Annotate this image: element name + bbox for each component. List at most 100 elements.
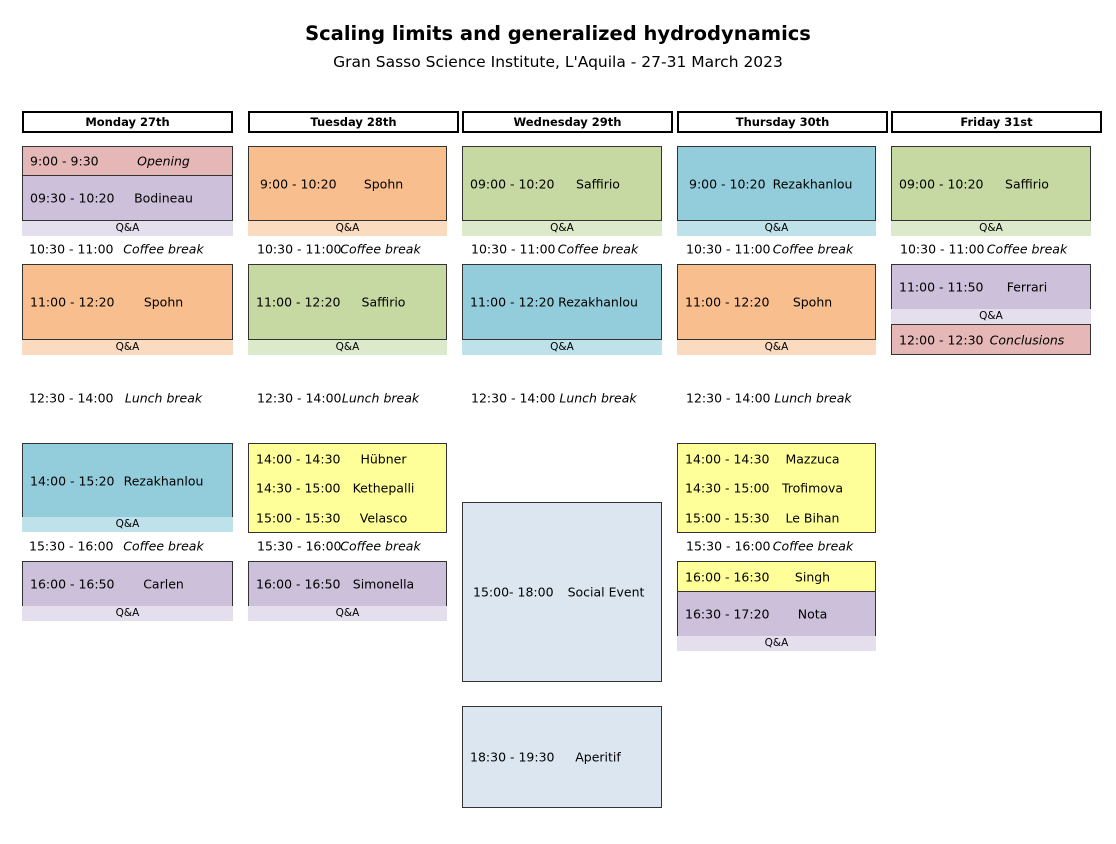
lunch-break: 12:30 - 14:00 Lunch break bbox=[677, 389, 888, 407]
day-column-monday: Monday 27th 9:00 - 9:30 Opening 09:30 - … bbox=[22, 0, 233, 844]
session-label: Opening bbox=[137, 153, 190, 169]
coffee-break: 10:30 - 11:00 Coffee break bbox=[462, 240, 673, 258]
session-time: 18:30 - 19:30 bbox=[470, 749, 555, 765]
talk-block: 16:30 - 17:20 Nota bbox=[677, 591, 876, 637]
speaker-name: Spohn bbox=[363, 176, 404, 191]
coffee-break: 10:30 - 11:00 Coffee break bbox=[22, 240, 233, 258]
break-time: 12:30 - 14:00 bbox=[686, 390, 771, 406]
session-time: 14:30 - 15:00 bbox=[256, 480, 341, 496]
speaker-name: Kethepalli bbox=[352, 480, 415, 496]
day-column-friday: Friday 31st 09:00 - 10:20 Saffirio Q&A 1… bbox=[891, 0, 1102, 844]
session-time: 11:00 - 12:20 bbox=[256, 294, 341, 310]
coffee-break: 10:30 - 11:00 Coffee break bbox=[677, 240, 888, 258]
session-label: Conclusions bbox=[989, 332, 1065, 347]
break-time: 10:30 - 11:00 bbox=[900, 241, 985, 257]
talk-block: 11:00 - 12:20 Rezakhanlou bbox=[462, 264, 662, 340]
session-time: 12:00 - 12:30 bbox=[899, 332, 984, 347]
talk-block: 09:00 - 10:20 Saffirio bbox=[462, 146, 662, 221]
break-time: 10:30 - 11:00 bbox=[471, 241, 556, 257]
speaker-name: Nota bbox=[797, 606, 828, 622]
speaker-name: Le Bihan bbox=[785, 510, 840, 526]
break-label: Coffee break bbox=[123, 241, 204, 257]
speaker-name: Spohn bbox=[143, 294, 184, 310]
session-time: 15:00 - 15:30 bbox=[256, 510, 341, 526]
session-opening: 9:00 - 9:30 Opening bbox=[22, 146, 233, 176]
talk-block: 11:00 - 11:50 Ferrari bbox=[891, 264, 1091, 310]
session-time: 16:00 - 16:50 bbox=[256, 576, 341, 592]
day-header-thursday: Thursday 30th bbox=[677, 111, 888, 133]
talk-block: 14:00 - 15:20 Rezakhanlou bbox=[22, 443, 233, 518]
short-talk: 14:30 - 15:00 Kethepalli bbox=[249, 473, 446, 503]
speaker-name: Spohn bbox=[792, 294, 833, 310]
break-label: Lunch break bbox=[559, 390, 637, 406]
speaker-name: Ferrari bbox=[1006, 279, 1048, 295]
speaker-name: Rezakhanlou bbox=[123, 473, 204, 488]
session-time: 11:00 - 12:20 bbox=[470, 294, 555, 310]
break-time: 12:30 - 14:00 bbox=[471, 390, 556, 406]
qa-label: Q&A bbox=[891, 309, 1091, 324]
lunch-break: 12:30 - 14:00 Lunch break bbox=[462, 389, 673, 407]
talk-block: 11:00 - 12:20 Spohn bbox=[677, 264, 876, 340]
speaker-name: Hübner bbox=[360, 451, 407, 467]
event-label: Social Event bbox=[567, 584, 645, 600]
talk-block: 16:00 - 16:50 Carlen bbox=[22, 561, 233, 607]
short-talk: 15:00 - 15:30 Velasco bbox=[249, 503, 446, 533]
speaker-name: Rezakhanlou bbox=[558, 294, 638, 310]
day-header-tuesday: Tuesday 28th bbox=[248, 111, 459, 133]
session-time: 16:30 - 17:20 bbox=[685, 606, 770, 622]
break-time: 10:30 - 11:00 bbox=[29, 241, 114, 257]
qa-label: Q&A bbox=[677, 221, 876, 236]
speaker-name: Saffirio bbox=[576, 176, 620, 191]
speaker-name: Rezakhanlou bbox=[772, 176, 853, 191]
session-time: 11:00 - 11:50 bbox=[899, 279, 984, 295]
break-time: 15:30 - 16:00 bbox=[257, 538, 342, 554]
day-header-wednesday: Wednesday 29th bbox=[462, 111, 673, 133]
talk-block: 11:00 - 12:20 Saffirio bbox=[248, 264, 447, 340]
talk-block: 16:00 - 16:50 Simonella bbox=[248, 561, 447, 607]
session-time: 14:00 - 14:30 bbox=[685, 451, 770, 467]
session-time: 9:00 - 9:30 bbox=[30, 153, 99, 169]
session-time: 14:00 - 15:20 bbox=[30, 473, 115, 488]
speaker-name: Simonella bbox=[352, 576, 415, 592]
break-time: 15:30 - 16:00 bbox=[29, 538, 114, 554]
short-talks-block: 14:00 - 14:30 Hübner 14:30 - 15:00 Kethe… bbox=[248, 443, 447, 533]
break-time: 10:30 - 11:00 bbox=[686, 241, 771, 257]
coffee-break: 10:30 - 11:00 Coffee break bbox=[891, 240, 1102, 258]
break-label: Coffee break bbox=[340, 241, 421, 257]
qa-label: Q&A bbox=[22, 221, 233, 236]
coffee-break: 10:30 - 11:00 Coffee break bbox=[248, 240, 459, 258]
short-talks-block: 14:00 - 14:30 Mazzuca 14:30 - 15:00 Trof… bbox=[677, 443, 876, 533]
session-time: 09:00 - 10:20 bbox=[470, 176, 555, 191]
qa-label: Q&A bbox=[22, 517, 233, 532]
session-time: 14:30 - 15:00 bbox=[685, 480, 770, 496]
qa-label: Q&A bbox=[248, 606, 447, 621]
qa-label: Q&A bbox=[22, 340, 233, 355]
session-time: 16:00 - 16:30 bbox=[685, 569, 770, 584]
short-talk: 14:00 - 14:30 Hübner bbox=[249, 444, 446, 474]
break-label: Coffee break bbox=[123, 538, 204, 554]
session-time: 16:00 - 16:50 bbox=[30, 576, 115, 592]
speaker-name: Carlen bbox=[143, 576, 184, 592]
session-time: 15:00 - 15:30 bbox=[685, 510, 770, 526]
lunch-break: 12:30 - 14:00 Lunch break bbox=[22, 389, 233, 407]
speaker-name: Bodineau bbox=[134, 190, 193, 206]
speaker-name: Singh bbox=[794, 569, 831, 584]
break-time: 10:30 - 11:00 bbox=[257, 241, 342, 257]
speaker-name: Saffirio bbox=[361, 294, 406, 310]
page-title: Scaling limits and generalized hydrodyna… bbox=[305, 22, 811, 45]
qa-label: Q&A bbox=[462, 340, 662, 355]
talk-block: 09:30 - 10:20 Bodineau bbox=[22, 175, 233, 221]
event-label: Aperitif bbox=[575, 749, 621, 765]
aperitif-block: 18:30 - 19:30 Aperitif bbox=[462, 706, 662, 808]
qa-label: Q&A bbox=[462, 221, 662, 236]
break-label: Coffee break bbox=[557, 241, 639, 257]
session-time: 14:00 - 14:30 bbox=[256, 451, 341, 467]
session-conclusions: 12:00 - 12:30 Conclusions bbox=[891, 324, 1091, 355]
qa-label: Q&A bbox=[677, 340, 876, 355]
short-talk: 14:30 - 15:00 Trofimova bbox=[678, 473, 875, 503]
qa-label: Q&A bbox=[891, 221, 1091, 236]
short-talk: 15:00 - 15:30 Le Bihan bbox=[678, 503, 875, 533]
break-label: Lunch break bbox=[774, 390, 852, 406]
speaker-name: Velasco bbox=[359, 510, 408, 526]
break-time: 15:30 - 16:00 bbox=[686, 538, 771, 554]
